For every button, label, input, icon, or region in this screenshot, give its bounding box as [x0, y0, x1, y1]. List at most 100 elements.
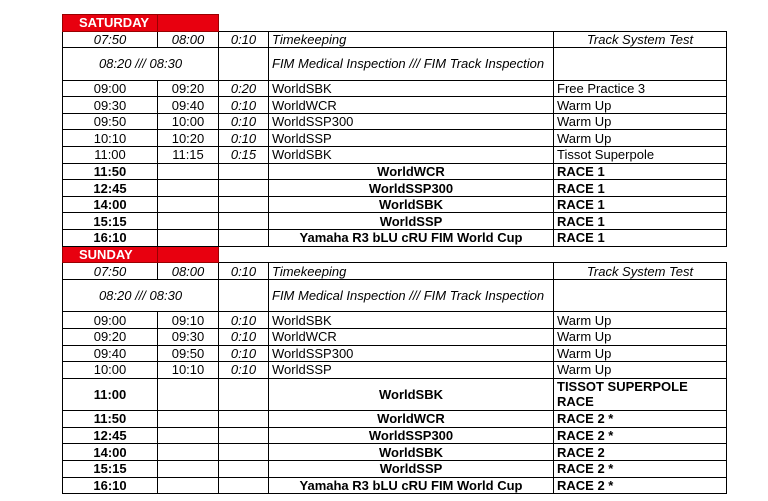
duration	[218, 162, 269, 181]
series: Yamaha R3 bLU cRU FIM World Cup	[268, 229, 554, 247]
start-time: 09:50	[62, 112, 158, 131]
start-time: 09:00	[62, 79, 158, 98]
end-time	[157, 212, 219, 231]
schedule-row: 12:45 WorldSSP300 RACE 1	[62, 179, 728, 197]
session: RACE 2 *	[552, 476, 728, 495]
duration	[218, 377, 269, 412]
session: Warm Up	[552, 96, 728, 114]
duration	[218, 476, 269, 495]
end-time: 09:30	[157, 327, 219, 346]
series: WorldWCR	[268, 327, 554, 346]
end-time	[157, 443, 219, 461]
schedule-row: 11:00 11:15 0:15 WorldSBK Tissot Superpole	[62, 146, 728, 164]
duration: 0:10	[218, 311, 269, 329]
series: WorldSSP	[268, 129, 554, 148]
duration	[218, 443, 269, 461]
session: RACE 2	[552, 443, 728, 461]
end-time	[157, 410, 219, 428]
end-time: 10:00	[157, 112, 219, 131]
series: WorldSBK	[268, 377, 554, 412]
session: RACE 2 *	[552, 459, 728, 478]
day-header-fill	[157, 14, 219, 32]
start-time: 09:00	[62, 311, 158, 329]
end-time	[157, 195, 219, 214]
end-time: 10:20	[157, 129, 219, 148]
session: Warm Up	[552, 344, 728, 363]
end-time	[157, 426, 219, 445]
end-time: 09:20	[157, 79, 219, 98]
duration: 0:10	[218, 129, 269, 148]
schedule-row: 11:00 WorldSBK TISSOT SUPERPOLE RACE	[62, 377, 728, 412]
duration	[218, 47, 269, 81]
start-time: 11:50	[62, 410, 158, 428]
series: WorldSSP300	[268, 112, 554, 131]
duration	[218, 410, 269, 428]
series: WorldSSP300	[268, 179, 554, 197]
start-time: 12:45	[62, 426, 158, 445]
schedule-row: 15:15 WorldSSP RACE 1	[62, 212, 728, 231]
session: Warm Up	[552, 112, 728, 131]
schedule-row: 08:20 /// 08:30 FIM Medical Inspection //…	[62, 278, 728, 313]
session: RACE 1	[552, 212, 728, 231]
session: RACE 1	[552, 229, 728, 247]
session	[552, 47, 728, 81]
start-time: 16:10	[62, 476, 158, 495]
schedule-row: 09:20 09:30 0:10 WorldWCR Warm Up	[62, 327, 728, 346]
series: WorldSBK	[268, 311, 554, 329]
series: WorldWCR	[268, 410, 554, 428]
start-time: 12:45	[62, 179, 158, 197]
start-time: 10:10	[62, 129, 158, 148]
start-time: 14:00	[62, 443, 158, 461]
series: FIM Medical Inspection /// FIM Track Ins…	[268, 47, 554, 81]
duration: 0:10	[218, 96, 269, 114]
duration	[218, 229, 269, 247]
series: WorldSBK	[268, 195, 554, 214]
series: WorldSSP300	[268, 426, 554, 445]
duration: 0:10	[218, 30, 269, 49]
series: WorldSBK	[268, 79, 554, 98]
start-time: 08:20 /// 08:30	[62, 47, 219, 81]
end-time	[157, 459, 219, 478]
end-time: 08:00	[157, 262, 219, 280]
session: TISSOT SUPERPOLE RACE	[552, 377, 728, 412]
duration: 0:15	[218, 146, 269, 164]
series: WorldWCR	[268, 96, 554, 114]
end-time	[157, 162, 219, 181]
series: FIM Medical Inspection /// FIM Track Ins…	[268, 278, 554, 313]
duration	[218, 426, 269, 445]
end-time	[157, 179, 219, 197]
blank	[219, 15, 727, 32]
series: WorldSBK	[268, 146, 554, 164]
schedule-row: 09:00 09:20 0:20 WorldSBK Free Practice 3	[62, 79, 728, 98]
duration: 0:10	[218, 262, 269, 280]
session: Warm Up	[552, 327, 728, 346]
start-time: 11:00	[62, 146, 158, 164]
start-time: 09:30	[62, 96, 158, 114]
session: RACE 1	[552, 179, 728, 197]
session: RACE 1	[552, 162, 728, 181]
day-label: SATURDAY	[62, 14, 158, 32]
end-time	[157, 377, 219, 412]
session: RACE 2 *	[552, 426, 728, 445]
schedule-row: 12:45 WorldSSP300 RACE 2 *	[62, 426, 728, 445]
duration: 0:10	[218, 327, 269, 346]
schedule-row: 07:50 08:00 0:10 Timekeeping Track System Te…	[62, 262, 728, 280]
start-time: 09:40	[62, 344, 158, 363]
session: Warm Up	[552, 311, 728, 329]
schedule-row: 10:00 10:10 0:10 WorldSSP Warm Up	[62, 361, 728, 379]
end-time: 09:10	[157, 311, 219, 329]
start-time: 08:20 /// 08:30	[62, 278, 219, 313]
start-time: 14:00	[62, 195, 158, 214]
start-time: 09:20	[62, 327, 158, 346]
schedule-row: 10:10 10:20 0:10 WorldSSP Warm Up	[62, 129, 728, 148]
session	[552, 278, 728, 313]
duration: 0:20	[218, 79, 269, 98]
end-time: 10:10	[157, 361, 219, 379]
schedule-row: 07:50 08:00 0:10 Timekeeping Track System Te…	[62, 30, 728, 49]
end-time	[157, 476, 219, 495]
schedule-table: SATURDAY 07:50 08:00 0:10 Timekeeping Track S…	[62, 14, 728, 495]
end-time: 08:00	[157, 30, 219, 49]
duration	[218, 278, 269, 313]
start-time: 15:15	[62, 212, 158, 231]
duration	[218, 212, 269, 231]
